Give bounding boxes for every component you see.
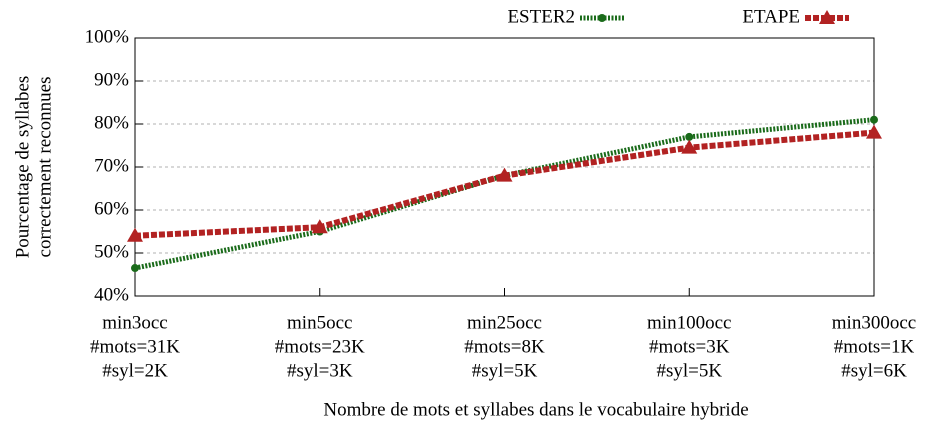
y-axis-label-line: correctement reconnues xyxy=(34,77,55,258)
marker xyxy=(311,219,328,234)
x-tick-label: #syl=5K xyxy=(472,360,538,381)
x-tick-label: #syl=6K xyxy=(841,360,907,381)
x-tick-label: min3occ xyxy=(102,312,167,333)
y-axis-label-line: Pourcentage de syllabes xyxy=(12,76,33,259)
marker xyxy=(866,124,882,139)
marker xyxy=(131,264,139,273)
x-tick-label: #mots=8K xyxy=(464,336,545,357)
y-tick-label: 50% xyxy=(94,241,129,262)
x-tick-label: #mots=3K xyxy=(649,336,730,357)
legend-marker xyxy=(598,14,606,22)
y-tick-label: 70% xyxy=(94,155,129,176)
y-axis-label: Pourcentage de syllabes correctement rec… xyxy=(12,76,55,259)
marker xyxy=(496,167,513,182)
marker xyxy=(127,227,143,242)
marker xyxy=(681,139,698,154)
y-tick-label: 40% xyxy=(94,284,129,305)
x-tick-label: #syl=3K xyxy=(287,360,353,381)
x-tick-label: #syl=5K xyxy=(656,360,722,381)
x-tick-label: #mots=1K xyxy=(834,336,915,357)
series-line xyxy=(134,117,875,271)
x-tick-label: min300occ xyxy=(832,312,916,333)
y-tick-label: 80% xyxy=(94,112,129,133)
x-tick-label: #mots=23K xyxy=(275,336,365,357)
x-tick-label: min5occ xyxy=(287,312,352,333)
x-tick-label: min25occ xyxy=(467,312,542,333)
x-tick-label: min100occ xyxy=(647,312,731,333)
series-line xyxy=(134,129,875,239)
y-tick-label: 90% xyxy=(94,69,129,90)
marker xyxy=(870,115,878,124)
legend-label: ESTER2 xyxy=(507,6,575,27)
x-tick-label: #syl=2K xyxy=(102,360,168,381)
marker xyxy=(685,132,694,141)
legend-label: ETAPE xyxy=(742,6,800,27)
x-tick-label: #mots=31K xyxy=(90,336,180,357)
y-tick-label: 100% xyxy=(85,26,130,47)
legend-marker xyxy=(819,10,835,24)
y-tick-label: 60% xyxy=(94,198,129,219)
x-axis-label: Nombre de mots et syllabes dans le vocab… xyxy=(323,399,748,420)
